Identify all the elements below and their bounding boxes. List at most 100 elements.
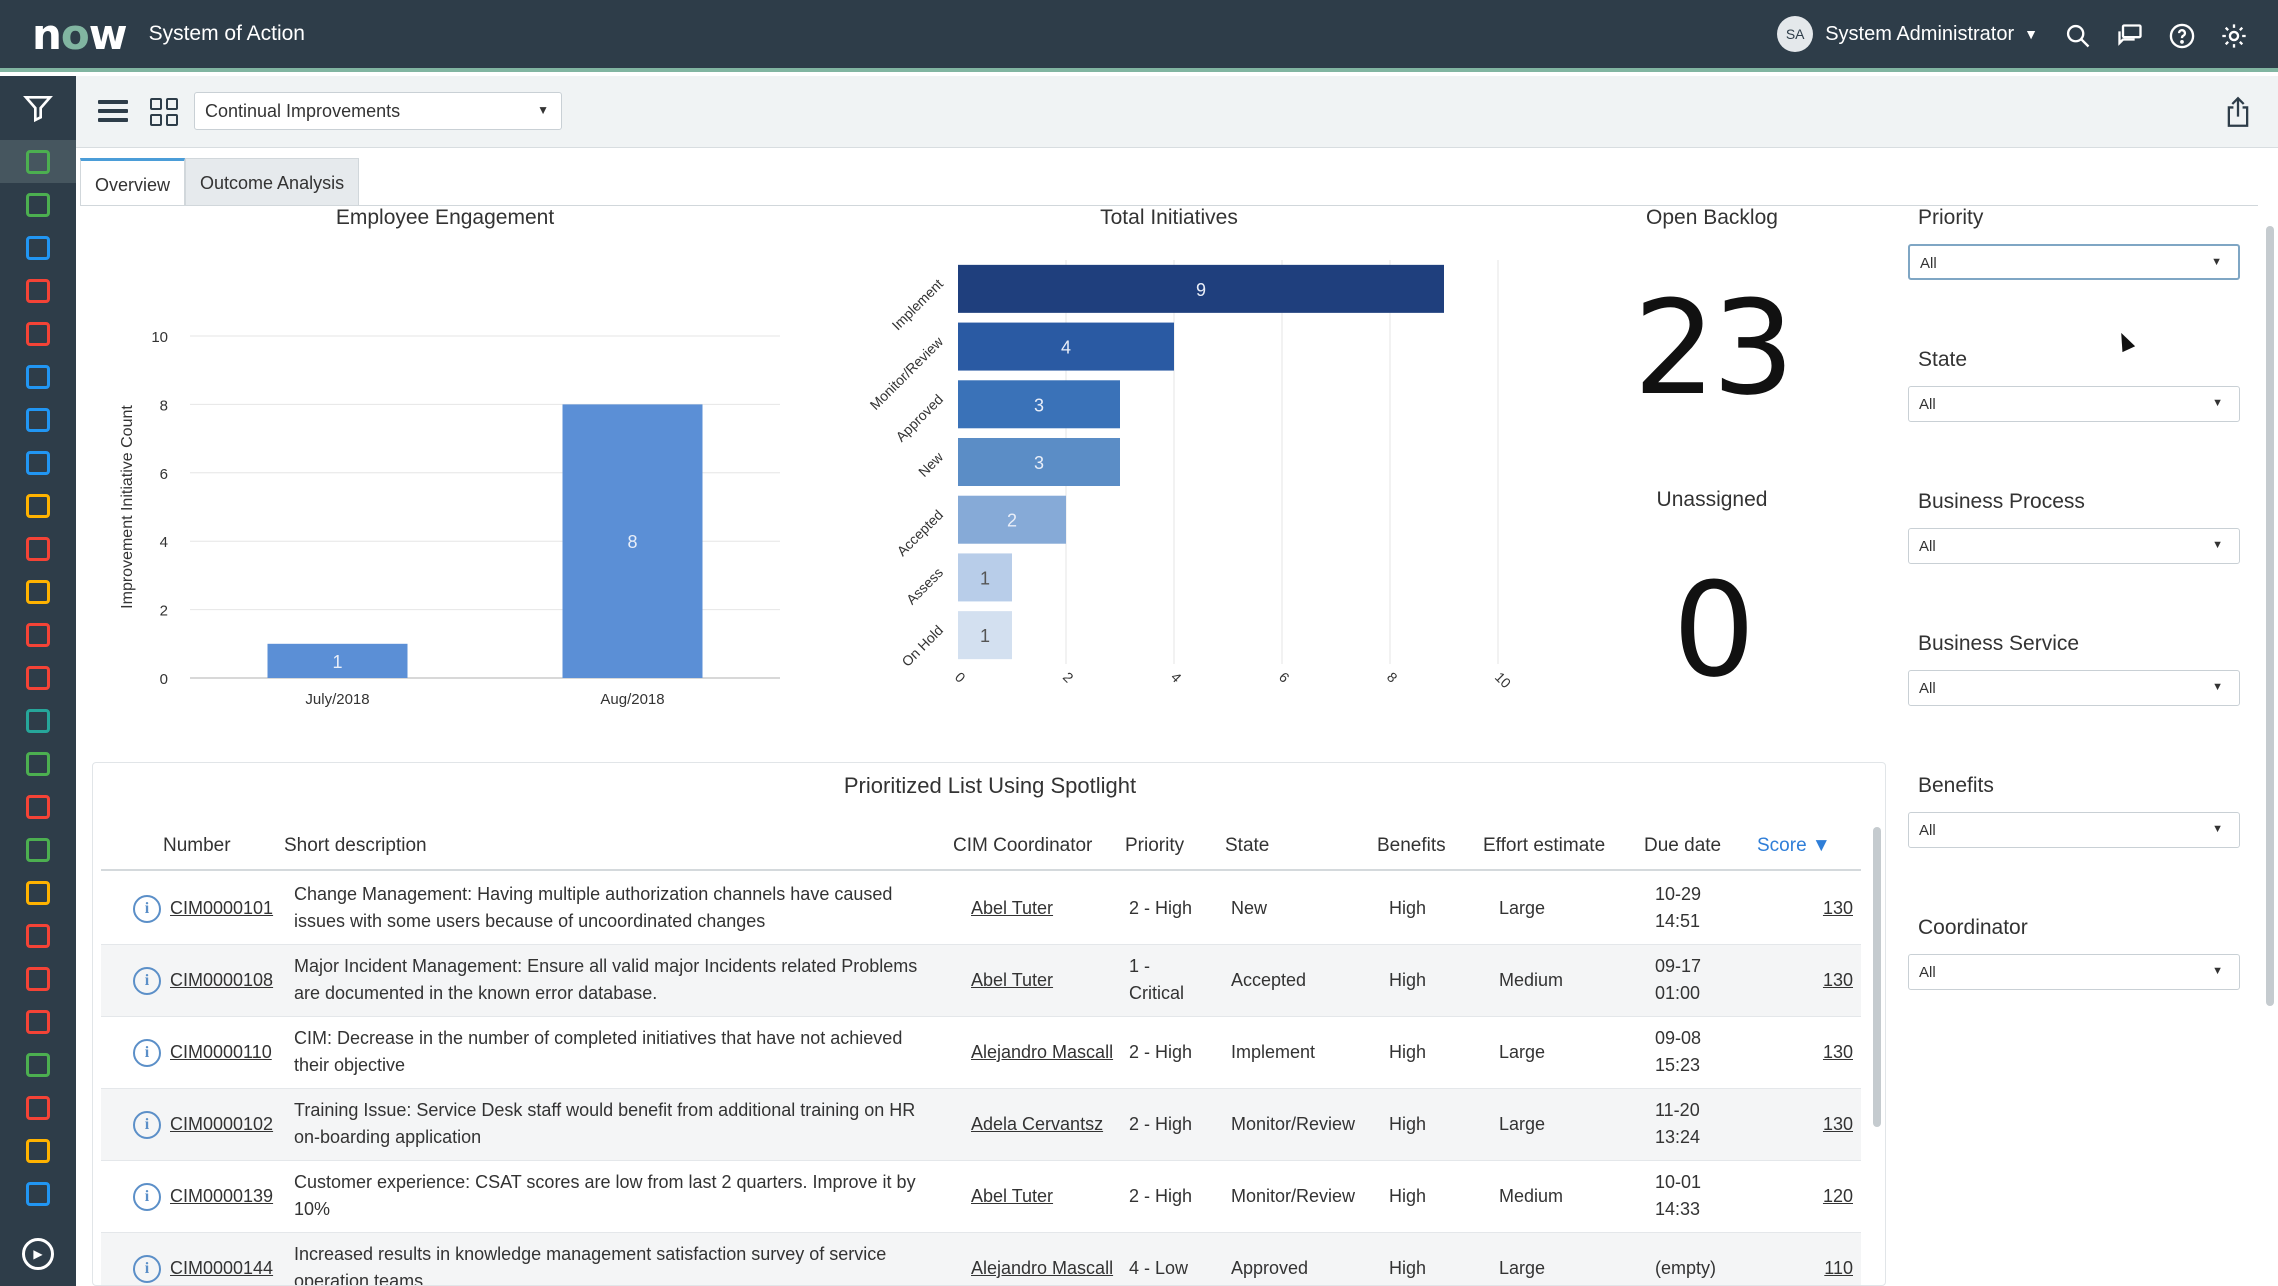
info-icon[interactable]: i <box>133 1255 161 1283</box>
sidebar-item-1[interactable] <box>0 140 76 183</box>
now-logo[interactable]: now <box>32 9 128 59</box>
coordinator-filter-select[interactable]: All ▼ <box>1908 954 2240 990</box>
bar[interactable] <box>958 495 1066 544</box>
coordinator-link[interactable]: Adela Cervantsz <box>971 1114 1104 1134</box>
tab-overview[interactable]: Overview <box>80 158 186 206</box>
table-row[interactable]: i CIM0000139 Abel Tuter Monitor/Review High M… <box>101 1161 1861 1233</box>
info-icon[interactable]: i <box>133 1183 161 1211</box>
info-icon[interactable]: i <box>133 895 161 923</box>
sidebar-item-3[interactable] <box>0 226 76 269</box>
unassigned-value[interactable]: 0 <box>1672 554 1756 706</box>
sidebar-item-25[interactable] <box>0 1172 76 1215</box>
bar[interactable] <box>267 643 408 678</box>
state-filter-select[interactable]: All ▼ <box>1908 386 2240 422</box>
score-link[interactable]: 120 <box>1822 1186 1853 1206</box>
column-effort-estimate[interactable]: Effort estimate <box>1483 835 1606 856</box>
record-number-link[interactable]: CIM0000144 <box>170 1258 274 1278</box>
column-number[interactable]: Number <box>163 835 231 856</box>
sidebar-item-17[interactable] <box>0 828 76 871</box>
play-icon[interactable]: ▶ <box>22 1238 54 1270</box>
sidebar-item-8[interactable] <box>0 441 76 484</box>
page-scrollbar[interactable] <box>2266 226 2274 1006</box>
coordinator-link[interactable]: Abel Tuter <box>971 1186 1054 1206</box>
benefits-filter-select[interactable]: All ▼ <box>1908 812 2240 848</box>
bar[interactable] <box>958 380 1120 429</box>
record-number-link[interactable]: CIM0000110 <box>170 1042 272 1062</box>
sidebar-item-20[interactable] <box>0 957 76 1000</box>
sidebar-item-19[interactable] <box>0 914 76 957</box>
column-priority[interactable]: Priority <box>1125 835 1185 856</box>
search-icon[interactable] <box>2060 18 2096 54</box>
business-process-filter-select[interactable]: All ▼ <box>1908 528 2240 564</box>
record-number-link[interactable]: CIM0000102 <box>170 1114 274 1134</box>
column-benefits[interactable]: Benefits <box>1377 835 1446 856</box>
sidebar-item-12[interactable] <box>0 613 76 656</box>
list-scrollbar[interactable] <box>1873 827 1881 1127</box>
description-line: 10% <box>294 1199 331 1219</box>
sidebar-item-18[interactable] <box>0 871 76 914</box>
sidebar-item-6[interactable] <box>0 355 76 398</box>
column-state[interactable]: State <box>1225 835 1270 856</box>
sidebar-item-7[interactable] <box>0 398 76 441</box>
info-icon[interactable]: i <box>133 1039 161 1067</box>
dashboard-select[interactable]: Continual Improvements ▼ <box>194 92 562 130</box>
column-due-date[interactable]: Due date <box>1644 835 1722 856</box>
table-row[interactable]: i CIM0000101 Abel Tuter New High Large 130 Chan… <box>101 873 1861 945</box>
bar[interactable] <box>958 264 1444 313</box>
sidebar-item-16[interactable] <box>0 785 76 828</box>
business-service-filter-select[interactable]: All ▼ <box>1908 670 2240 706</box>
x-tick-label: July/2018 <box>305 691 369 708</box>
table-row[interactable]: i CIM0000102 Adela Cervantsz Monitor/Review… <box>101 1089 1861 1161</box>
user-menu[interactable]: SA System Administrator ▼ <box>1777 16 2038 52</box>
score-link[interactable]: 110 <box>1824 1258 1853 1278</box>
score-link[interactable]: 130 <box>1822 898 1853 918</box>
help-icon[interactable] <box>2164 18 2200 54</box>
column-short-description[interactable]: Short description <box>284 835 427 856</box>
gear-icon[interactable] <box>2216 18 2252 54</box>
column-score[interactable]: Score ▼ <box>1757 835 1831 857</box>
sidebar-item-9[interactable] <box>0 484 76 527</box>
record-number-link[interactable]: CIM0000139 <box>170 1186 274 1206</box>
bar[interactable] <box>958 322 1174 371</box>
sidebar-item-23[interactable] <box>0 1086 76 1129</box>
table-row[interactable]: i CIM0000108 Abel Tuter Accepted High Medium 1… <box>101 945 1861 1017</box>
score-link[interactable]: 130 <box>1822 1114 1853 1134</box>
open-backlog-value[interactable]: 23 <box>1633 272 1794 424</box>
sidebar-item-14[interactable] <box>0 699 76 742</box>
coordinator-link[interactable]: Alejandro Mascall <box>971 1042 1114 1062</box>
sidebar-item-4[interactable] <box>0 269 76 312</box>
hamburger-menu-icon[interactable] <box>98 100 128 122</box>
filter-navigator-icon[interactable] <box>0 76 76 140</box>
business-process-filter-label: Business Process <box>1918 490 2085 513</box>
coordinator-link[interactable]: Abel Tuter <box>971 970 1054 990</box>
record-number-link[interactable]: CIM0000108 <box>170 970 274 990</box>
sidebar-item-21[interactable] <box>0 1000 76 1043</box>
bar[interactable] <box>958 553 1012 602</box>
coordinator-link[interactable]: Alejandro Mascall <box>971 1258 1114 1278</box>
sidebar-item-5[interactable] <box>0 312 76 355</box>
sidebar-item-24[interactable] <box>0 1129 76 1172</box>
sidebar-item-22[interactable] <box>0 1043 76 1086</box>
chat-icon[interactable] <box>2112 18 2148 54</box>
share-icon[interactable] <box>2224 96 2252 128</box>
bar[interactable] <box>958 611 1012 660</box>
score-link[interactable]: 130 <box>1822 970 1853 990</box>
table-row[interactable]: i CIM0000144 Alejandro Mascall Approved High… <box>101 1233 1861 1285</box>
priority-filter-select[interactable]: All ▼ <box>1908 244 2240 280</box>
tab-outcome-analysis[interactable]: Outcome Analysis <box>185 158 360 206</box>
column-cim-coordinator[interactable]: CIM Coordinator <box>953 835 1093 856</box>
info-icon[interactable]: i <box>133 967 161 995</box>
sidebar-item-11[interactable] <box>0 570 76 613</box>
coordinator-link[interactable]: Abel Tuter <box>971 898 1054 918</box>
sidebar-item-13[interactable] <box>0 656 76 699</box>
table-row[interactable]: i CIM0000110 Alejandro Mascall Implement Hig… <box>101 1017 1861 1089</box>
bar[interactable] <box>562 404 703 678</box>
bar[interactable] <box>958 438 1120 486</box>
sidebar-item-10[interactable] <box>0 527 76 570</box>
sidebar-item-15[interactable] <box>0 742 76 785</box>
sidebar-item-2[interactable] <box>0 183 76 226</box>
score-link[interactable]: 130 <box>1822 1042 1853 1062</box>
grid-view-icon[interactable] <box>150 98 178 126</box>
info-icon[interactable]: i <box>133 1111 161 1139</box>
record-number-link[interactable]: CIM0000101 <box>170 898 274 918</box>
